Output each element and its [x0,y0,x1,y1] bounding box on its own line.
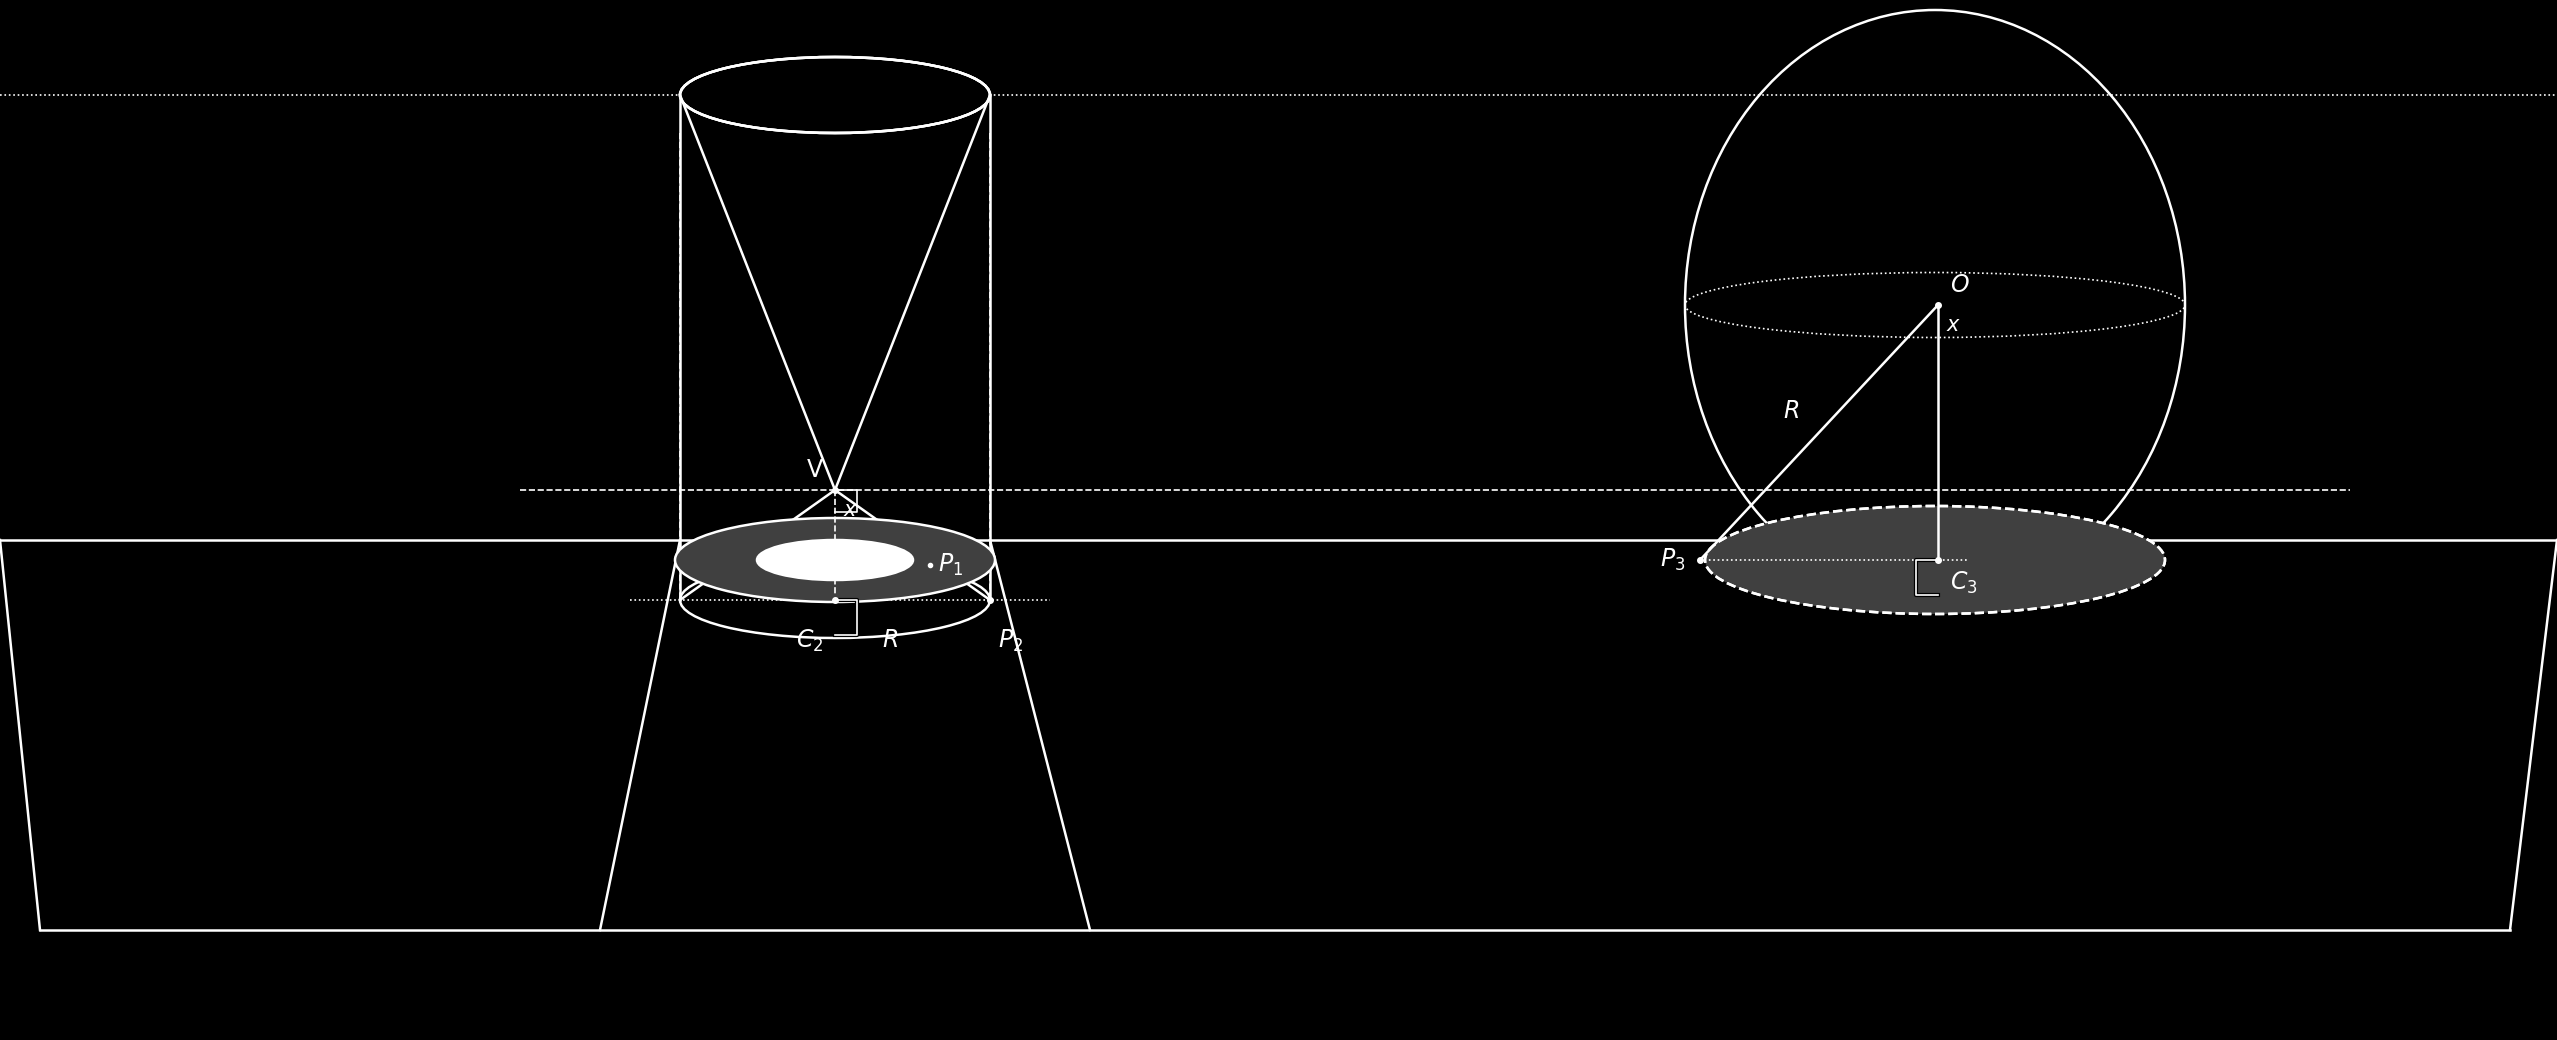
Text: $C_3$: $C_3$ [1951,570,1977,596]
Text: $R$: $R$ [1782,398,1800,422]
Text: $x$: $x$ [844,500,859,520]
Text: $P_3$: $P_3$ [1659,547,1685,573]
Text: $R$: $R$ [882,628,898,652]
Text: $O$: $O$ [1951,274,1969,297]
Text: $P_1$: $P_1$ [938,552,964,578]
Text: $C_2$: $C_2$ [795,628,823,654]
Text: $P_2$: $P_2$ [997,628,1023,654]
Ellipse shape [680,57,990,133]
Text: V: V [808,458,823,482]
Ellipse shape [1706,506,2166,614]
Ellipse shape [675,518,995,602]
Ellipse shape [757,540,913,580]
Text: $x$: $x$ [1946,315,1961,335]
